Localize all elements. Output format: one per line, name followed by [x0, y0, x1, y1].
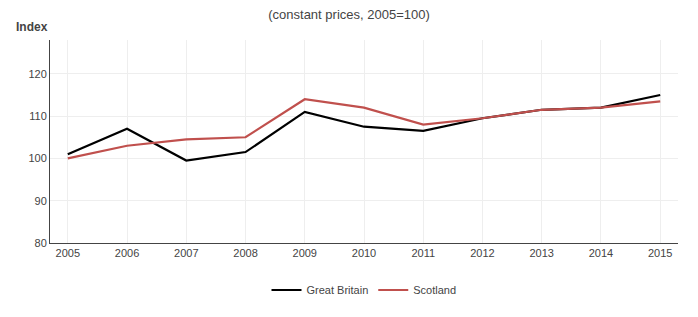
svg-text:120: 120 — [28, 68, 46, 80]
svg-text:110: 110 — [29, 110, 47, 122]
svg-text:2013: 2013 — [529, 247, 553, 259]
svg-text:2014: 2014 — [589, 247, 613, 259]
svg-text:2015: 2015 — [648, 247, 672, 259]
svg-text:2008: 2008 — [233, 247, 257, 259]
svg-text:2005: 2005 — [56, 247, 80, 259]
svg-text:2007: 2007 — [174, 247, 198, 259]
svg-text:80: 80 — [35, 237, 47, 249]
svg-text:(constant prices, 2005=100): (constant prices, 2005=100) — [268, 7, 430, 22]
svg-text:Index: Index — [16, 20, 48, 34]
svg-text:2006: 2006 — [115, 247, 139, 259]
svg-text:90: 90 — [35, 195, 47, 207]
svg-text:Scotland: Scotland — [413, 284, 456, 296]
svg-text:2010: 2010 — [352, 247, 376, 259]
svg-text:2011: 2011 — [411, 247, 435, 259]
svg-text:2009: 2009 — [293, 247, 317, 259]
svg-text:Great Britain: Great Britain — [307, 284, 369, 296]
svg-text:100: 100 — [28, 152, 46, 164]
svg-text:2012: 2012 — [470, 247, 494, 259]
